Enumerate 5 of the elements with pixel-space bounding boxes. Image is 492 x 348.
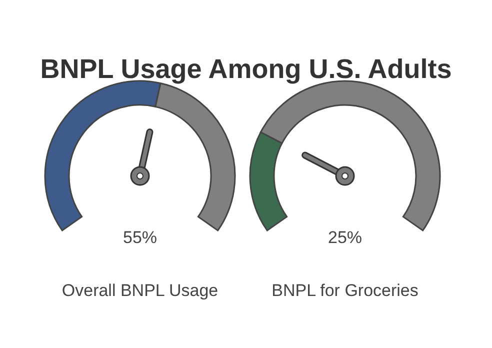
- text: Overall BNPL Usage: [62, 281, 218, 300]
- chart-title: BNPL Usage Among U.S. Adults: [40, 54, 452, 84]
- text: BNPL for Groceries: [272, 281, 418, 300]
- text: 55%: [122, 228, 158, 247]
- text: 25%: [328, 228, 362, 247]
